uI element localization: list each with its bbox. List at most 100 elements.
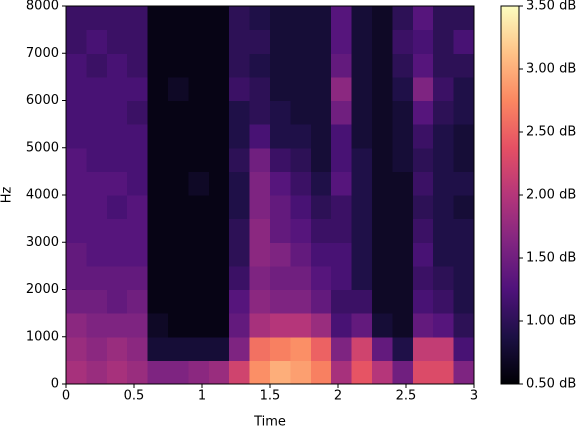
spectrogram-cell [86, 124, 108, 149]
colorbar-tick-label: 0.50 dB [526, 377, 576, 392]
y-tick-label: 2000 [26, 282, 59, 297]
spectrogram-cell [147, 53, 169, 78]
spectrogram-cell [188, 53, 210, 78]
spectrogram-cell [331, 29, 353, 54]
spectrogram-cell [188, 76, 210, 101]
spectrogram-cell [229, 195, 251, 220]
spectrogram-cell [351, 242, 373, 267]
spectrogram-cell [147, 336, 169, 361]
y-tick-label: 5000 [26, 140, 59, 155]
spectrogram-cell [188, 218, 210, 243]
spectrogram-cell [86, 100, 108, 125]
spectrogram-cell [270, 76, 291, 101]
spectrogram-cell [127, 6, 149, 31]
y-tick-label: 3000 [26, 235, 59, 250]
spectrogram-cell [147, 100, 169, 125]
spectrogram-cell [351, 313, 373, 338]
spectrogram-cell [310, 360, 332, 385]
spectrogram-cell [188, 242, 210, 267]
spectrogram-cell [412, 100, 434, 125]
colorbar-tick-label: 1.00 dB [526, 314, 576, 329]
spectrogram-cell [372, 100, 393, 125]
spectrogram-cell [229, 313, 251, 338]
spectrogram-cell [249, 265, 271, 290]
spectrogram-cell [372, 218, 393, 243]
spectrogram-cell [290, 265, 312, 290]
spectrogram-cell [270, 100, 291, 125]
spectrogram-cell [208, 242, 230, 267]
spectrogram-cell [229, 6, 251, 31]
y-tick-label: 1000 [26, 329, 59, 344]
spectrogram-cell [147, 289, 169, 314]
spectrogram-cell [433, 29, 455, 54]
spectrogram-cell [453, 195, 475, 220]
spectrogram-cell [106, 147, 128, 172]
spectrogram-cell [270, 218, 291, 243]
spectrogram-cell [453, 100, 475, 125]
spectrogram-cell [188, 289, 210, 314]
spectrogram-cell [86, 29, 108, 54]
spectrogram-cell [86, 147, 108, 172]
spectrogram-cell [86, 313, 108, 338]
spectrogram-cell [106, 218, 128, 243]
spectrogram-cell [412, 53, 434, 78]
spectrogram-cell [147, 195, 169, 220]
spectrogram-cell [392, 76, 414, 101]
x-tick-label: 3 [470, 389, 478, 404]
spectrogram-cell [229, 171, 251, 196]
spectrogram-cell [453, 360, 475, 385]
spectrogram-cell [208, 100, 230, 125]
spectrogram-cell [290, 76, 312, 101]
x-tick-label: 1.5 [260, 389, 281, 404]
spectrogram-cell [86, 76, 108, 101]
spectrogram-cell [433, 360, 455, 385]
spectrogram-cell [392, 313, 414, 338]
spectrogram-cell [433, 195, 455, 220]
spectrogram-cell [453, 265, 475, 290]
spectrogram-cell [351, 29, 373, 54]
spectrogram-cell [351, 265, 373, 290]
spectrogram-cell [168, 265, 189, 290]
spectrogram-cell [147, 6, 169, 31]
spectrogram-cell [331, 289, 353, 314]
spectrogram-cell [331, 76, 353, 101]
spectrogram-cell [453, 6, 475, 31]
spectrogram-cell [208, 76, 230, 101]
spectrogram-cell [412, 171, 434, 196]
spectrogram-cell [412, 360, 434, 385]
spectrogram-cell [249, 242, 271, 267]
spectrogram-cell [147, 218, 169, 243]
spectrogram-cell [331, 124, 353, 149]
spectrogram-cell [106, 313, 128, 338]
spectrogram-cell [331, 195, 353, 220]
spectrogram-cell [86, 195, 108, 220]
spectrogram-cell [392, 360, 414, 385]
x-tick-label: 0.5 [124, 389, 145, 404]
spectrogram-cell [106, 100, 128, 125]
spectrogram-cell [106, 195, 128, 220]
spectrogram-cell [106, 6, 128, 31]
spectrogram-cell [168, 360, 189, 385]
spectrogram-cell [208, 360, 230, 385]
spectrogram-cell [86, 289, 108, 314]
spectrogram-cell [392, 195, 414, 220]
spectrogram-cell [229, 76, 251, 101]
spectrogram-cell [372, 6, 393, 31]
spectrogram-cell [147, 313, 169, 338]
spectrogram-cell [351, 147, 373, 172]
spectrogram-cell [290, 53, 312, 78]
spectrogram-cell [331, 218, 353, 243]
spectrogram-cell [249, 289, 271, 314]
spectrogram-cell [249, 147, 271, 172]
spectrogram-cell [412, 76, 434, 101]
spectrogram-cell [229, 289, 251, 314]
spectrogram-cell [453, 147, 475, 172]
spectrogram-cell [249, 76, 271, 101]
spectrogram-cell [86, 242, 108, 267]
x-tick-label: 0 [62, 389, 70, 404]
spectrogram-cell [168, 124, 189, 149]
spectrogram-cell [270, 29, 291, 54]
spectrogram-cell [310, 336, 332, 361]
spectrogram-cell [412, 218, 434, 243]
